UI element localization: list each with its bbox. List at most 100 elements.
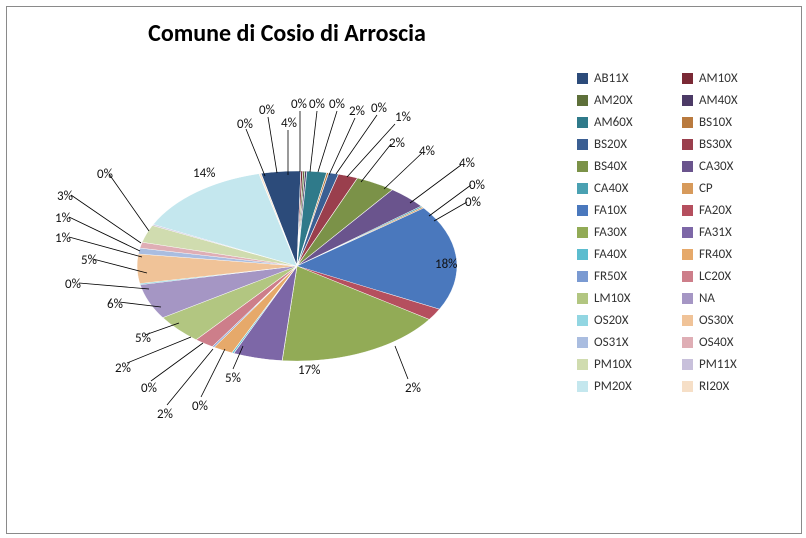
legend-label: OS31X (594, 335, 629, 350)
slice-label: 5% (225, 371, 241, 386)
legend-swatch (682, 139, 693, 150)
legend-item: BS20X (577, 137, 682, 152)
legend-item: PM20X (577, 379, 682, 394)
legend-item: OS31X (577, 335, 682, 350)
legend-label: FR40X (699, 247, 732, 262)
legend-item: BS10X (682, 115, 787, 130)
slice-label: 2% (157, 407, 173, 422)
legend-swatch (682, 205, 693, 216)
legend-swatch (682, 161, 693, 172)
legend-label: CP (699, 181, 713, 196)
legend-swatch (682, 359, 693, 370)
legend-item: AM60X (577, 115, 682, 130)
slice-label: 2% (405, 381, 421, 396)
leader-line (329, 118, 355, 175)
slice-label: 0% (97, 167, 113, 182)
legend-label: AM20X (594, 93, 633, 108)
legend-swatch (682, 293, 693, 304)
legend-item: FA10X (577, 203, 682, 218)
legend-label: FR50X (594, 269, 627, 284)
leader-line (71, 195, 141, 243)
legend-item: BS40X (577, 159, 682, 174)
slice-label: 0% (371, 101, 387, 116)
legend-swatch (577, 205, 588, 216)
legend-item: PM11X (682, 357, 787, 372)
legend-row: CA40X CP (577, 177, 787, 199)
legend-item: FA31X (682, 225, 787, 240)
legend-item: FA30X (577, 225, 682, 240)
legend-label: PM20X (594, 379, 632, 394)
slice-label: 1% (55, 211, 71, 226)
legend-row: AM20X AM40X (577, 89, 787, 111)
legend-swatch (577, 161, 588, 172)
legend-row: FA10X FA20X (577, 199, 787, 221)
legend-swatch (682, 73, 693, 84)
legend-swatch (682, 95, 693, 106)
legend-row: FA40X FR40X (577, 243, 787, 265)
leader-line (268, 117, 277, 173)
slice-label: 4% (459, 156, 475, 171)
legend-swatch (577, 337, 588, 348)
legend-swatch (682, 315, 693, 326)
legend-label: AM10X (699, 71, 738, 86)
legend-row: AM60X BS10X (577, 111, 787, 133)
slice-label: 0% (465, 195, 481, 210)
legend-label: RI20X (699, 379, 729, 394)
legend-item: FA20X (682, 203, 787, 218)
slice-label: 0% (65, 277, 81, 292)
slice-label: 0% (259, 103, 275, 118)
slice-label: 0% (329, 97, 345, 112)
slice-label: 2% (349, 104, 365, 119)
legend-label: FA20X (699, 203, 732, 218)
legend-row: FA30X FA31X (577, 221, 787, 243)
slice-label: 4% (419, 144, 435, 159)
chart-frame: Comune di Cosio di Arroscia AB11XAM10XAM… (6, 6, 802, 534)
slice-label: 14% (193, 166, 215, 181)
legend-label: LM10X (594, 291, 631, 306)
legend-item: BS30X (682, 137, 787, 152)
legend-swatch (682, 381, 693, 392)
slice-label: 17% (298, 363, 320, 378)
legend-swatch (682, 183, 693, 194)
slice-label: 4% (281, 116, 297, 131)
legend-swatch (577, 73, 588, 84)
leader-line (69, 237, 142, 257)
legend-row: BS40X CA30X (577, 155, 787, 177)
legend-item: FR50X (577, 269, 682, 284)
slice-label: 5% (81, 253, 97, 268)
legend-swatch (682, 117, 693, 128)
legend-label: CA40X (594, 181, 628, 196)
chart-title: Comune di Cosio di Arroscia (7, 19, 567, 48)
legend-row: PM10X PM11X (577, 353, 787, 375)
legend-label: AM40X (699, 93, 738, 108)
legend-row: AB11XAM10X (577, 67, 787, 89)
legend-label: FA31X (699, 225, 732, 240)
legend-swatch (577, 293, 588, 304)
legend-label: PM10X (594, 357, 632, 372)
legend-row: BS20X BS30X (577, 133, 787, 155)
legend-swatch (577, 249, 588, 260)
slice-label: 5% (135, 331, 151, 346)
legend-item: PM10X (577, 357, 682, 372)
slice-label: 2% (389, 136, 405, 151)
slice-label: 0% (237, 117, 253, 132)
legend-item: FR40X (682, 247, 787, 262)
slice-label: 0% (291, 97, 307, 112)
legend-item: LM10X (577, 291, 682, 306)
slice-label: 6% (107, 297, 123, 312)
legend-label: PM11X (699, 357, 737, 372)
legend-item: AM40X (682, 93, 787, 108)
slice-label: 0% (141, 381, 157, 396)
legend-swatch (682, 337, 693, 348)
legend-row: PM20X RI20X (577, 375, 787, 397)
legend-item: AM20X (577, 93, 682, 108)
slice-label: 2% (115, 361, 131, 376)
legend-label: BS10X (699, 115, 732, 130)
legend-label: BS30X (699, 137, 732, 152)
legend-label: CA30X (699, 159, 733, 174)
legend-label: FA40X (594, 247, 627, 262)
legend-swatch (577, 183, 588, 194)
slice-label: 3% (57, 189, 73, 204)
legend-row: OS31XOS40X (577, 331, 787, 353)
leader-line (347, 124, 395, 177)
